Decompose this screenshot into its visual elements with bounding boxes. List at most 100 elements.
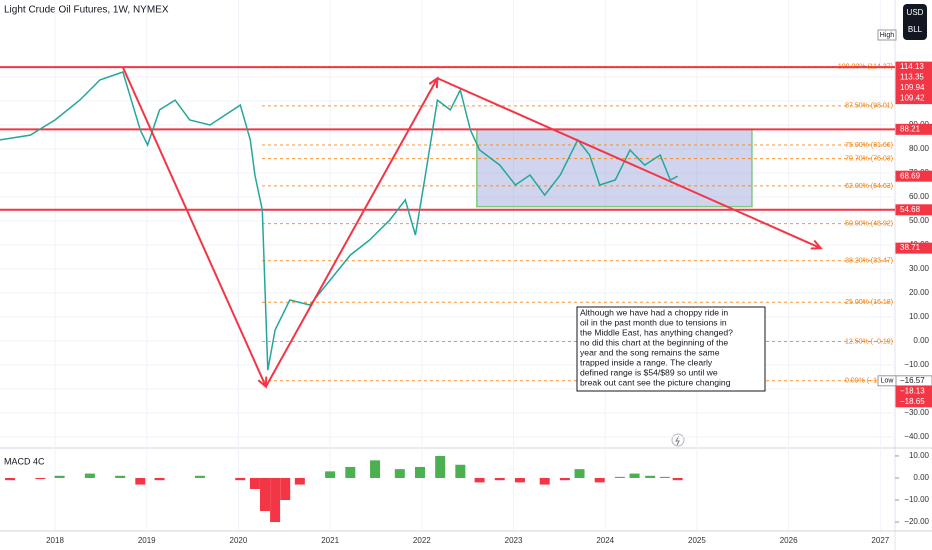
y-tick-label: −40.00: [904, 432, 929, 441]
fib-label: 87.50% (98.01): [845, 103, 893, 110]
price-tag-label: 68.69: [900, 171, 921, 180]
price-tag-label: 109.42: [900, 94, 925, 103]
macd-bar: [474, 477, 485, 483]
macd-bar: [559, 477, 570, 481]
x-tick-label: 2024: [596, 536, 614, 545]
price-tag-label: −18.13: [900, 386, 925, 395]
macd-bar: [614, 476, 625, 478]
price-tag-label: 113.35: [900, 73, 924, 82]
macd-bar: [494, 477, 505, 481]
price-line: [0, 71, 679, 371]
fib-label: 38.20% (33.47): [845, 258, 893, 265]
x-tick-label: 2021: [321, 536, 339, 545]
annotation-line: the Middle East, has anything changed?: [580, 327, 733, 337]
annotation-line: defined range is $54/$89 so until we: [580, 367, 718, 377]
price-tag-label: 38.71: [900, 243, 921, 252]
macd-bar: [672, 477, 683, 481]
macd-bar: [370, 460, 381, 478]
macd-bar: [270, 477, 281, 523]
y-tick-label: 80.00: [909, 144, 930, 153]
price-tag: [895, 242, 932, 254]
macd-bar: [394, 469, 405, 478]
macd-bar: [455, 464, 466, 478]
currency-button[interactable]: USD: [907, 8, 924, 17]
high-label: High: [880, 32, 895, 39]
macd-bar: [435, 455, 446, 478]
macd-bar: [154, 477, 165, 481]
x-tick-label: 2026: [780, 536, 798, 545]
price-tag: [895, 170, 932, 182]
macd-bar: [659, 476, 670, 478]
macd-bar: [194, 475, 205, 478]
macd-bar: [249, 477, 260, 489]
y-tick-label: 0.00: [913, 336, 929, 345]
chart-title: Light Crude Oil Futures, 1W, NYMEX: [4, 5, 169, 16]
annotation-line: break out cant see the picture changing: [580, 377, 731, 387]
macd-bar: [135, 477, 146, 485]
price-tag-label: −16.57: [900, 376, 925, 385]
annotation: Although we have had a choppy ride inoil…: [576, 306, 766, 392]
price-tag-label: 54.68: [900, 205, 921, 214]
macd-bar: [345, 466, 356, 478]
macd-bar: [235, 477, 246, 481]
y-tick-label: −10.00: [904, 360, 929, 369]
alert-bolt: [675, 435, 680, 446]
x-tick-label: 2027: [871, 536, 889, 545]
x-tick-label: 2020: [230, 536, 248, 545]
macd-bar: [294, 477, 305, 485]
macd-tick-label: 0.00: [913, 473, 929, 482]
price-tag-label: 114.13: [900, 62, 924, 71]
macd-bar: [5, 477, 16, 481]
x-tick-label: 2023: [505, 536, 523, 545]
macd-bar: [514, 477, 525, 483]
annotation-box: [576, 306, 766, 392]
y-tick-label: 20.00: [909, 288, 930, 297]
macd-bar: [645, 475, 656, 478]
macd-tick-label: 10.00: [909, 451, 930, 460]
macd-bar: [594, 477, 605, 483]
price-tag-label: −18.65: [900, 397, 925, 406]
price-tag: [895, 93, 932, 105]
macd-bar: [629, 473, 640, 478]
macd-title: MACD 4C: [4, 456, 45, 466]
alert-icon[interactable]: [671, 433, 685, 447]
macd-bar: [539, 477, 550, 485]
price-tag-label: 88.21: [900, 124, 921, 133]
price-tag: [895, 123, 932, 135]
fib-label: 0.00% (−16.57): [845, 378, 893, 385]
y-tick-label: 10.00: [909, 312, 930, 321]
y-tick-label: 60.00: [909, 192, 930, 201]
low-box: [877, 375, 897, 387]
macd-bar: [115, 475, 126, 478]
fib-label: 25.00% (16.18): [845, 299, 893, 306]
price-tag: [895, 204, 932, 216]
annotation-line: Although we have had a choppy ride in: [580, 307, 728, 317]
macd-bar: [574, 469, 585, 478]
macd-bar: [325, 471, 336, 478]
unit-button[interactable]: BLL: [908, 25, 923, 34]
macd-bar: [84, 473, 95, 478]
annotation-line: trapped inside a range. The clearly: [580, 357, 713, 367]
currency-box[interactable]: [903, 4, 927, 40]
x-tick-label: 2022: [413, 536, 431, 545]
macd-tick-label: −20.00: [904, 517, 929, 526]
macd-tick-label: −10.00: [904, 495, 929, 504]
y-tick-label: 30.00: [909, 264, 930, 273]
fib-label: 50.00% (48.92): [845, 220, 893, 227]
range-box: [476, 128, 753, 208]
fib-label: 70.70% (76.03): [845, 155, 893, 162]
macd-bar: [35, 477, 46, 480]
annotation-line: no did this chart at the beginning of th…: [580, 337, 728, 347]
macd-bar: [54, 475, 65, 478]
x-tick-label: 2019: [138, 536, 156, 545]
low-label: Low: [881, 378, 895, 385]
x-tick-label: 2025: [688, 536, 706, 545]
price-tag: [895, 396, 932, 408]
macd-bar: [260, 477, 271, 512]
annotation-line: year and the song remains the same: [580, 347, 720, 357]
fib-label: 62.00% (64.63): [845, 183, 893, 190]
high-box: [877, 29, 897, 41]
macd-bar: [414, 466, 425, 478]
arrow: [121, 66, 268, 389]
